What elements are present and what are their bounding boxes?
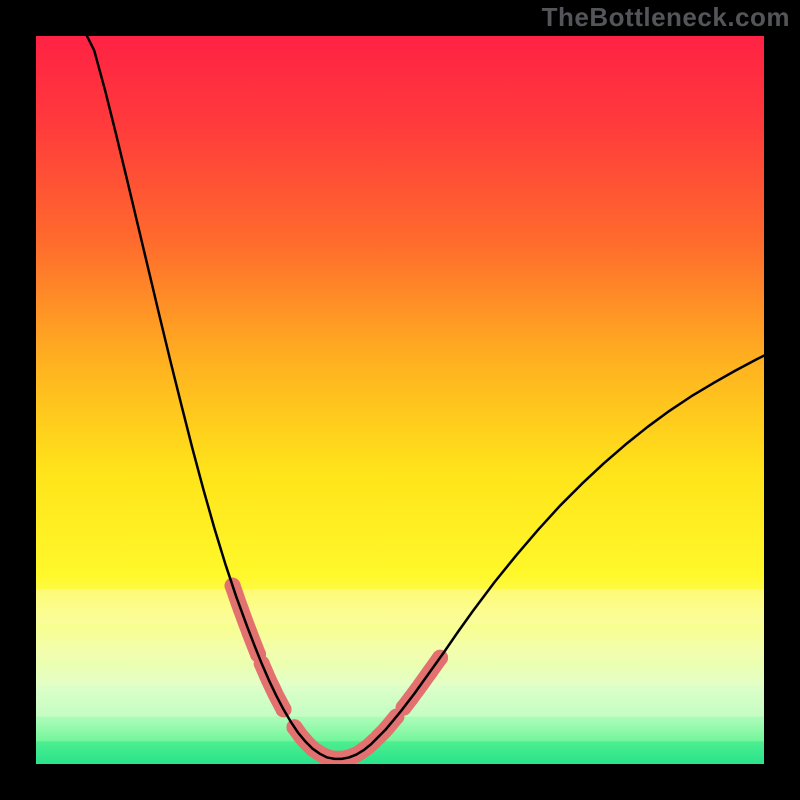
glow-band-0: [36, 589, 764, 624]
glow-band-4: [36, 741, 764, 764]
bottleneck-curve-chart: [0, 0, 800, 800]
watermark-text: TheBottleneck.com: [542, 2, 790, 33]
chart-frame: TheBottleneck.com: [0, 0, 800, 800]
glow-band-1: [36, 624, 764, 659]
